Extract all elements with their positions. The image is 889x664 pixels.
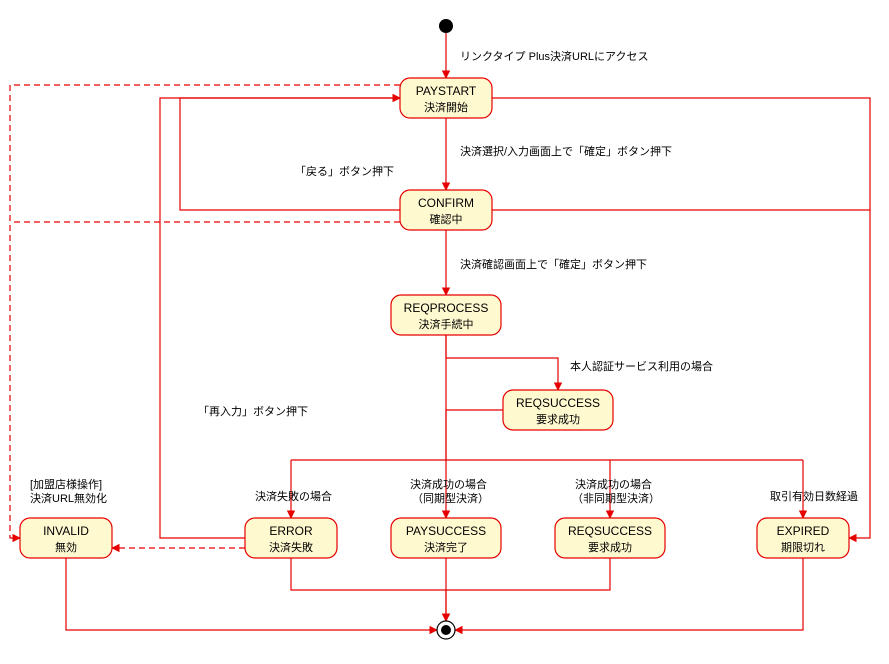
label-async: 決済成功の場合: [575, 477, 652, 491]
initial-node: [439, 19, 453, 33]
paysuccess-title: PAYSUCCESS: [406, 524, 486, 538]
expired-sub: 期限切れ: [781, 541, 825, 554]
confirm-title: CONFIRM: [418, 196, 474, 210]
reqprocess-title: REQPROCESS: [404, 301, 489, 315]
label-3ds: 本人認証サービス利用の場合: [570, 359, 713, 373]
state-reqsuccess-mid: REQSUCCESS 要求成功: [503, 390, 613, 430]
state-paysuccess: PAYSUCCESS 決済完了: [391, 518, 501, 558]
state-diagram: リンクタイプ Plus決済URLにアクセス 決済選択/入力画面上で「確定」ボタン…: [0, 0, 889, 664]
edge-paystart-expired: [492, 98, 870, 538]
label-sync-sub: （同期型決済）: [412, 491, 489, 505]
state-invalid: INVALID 無効: [20, 518, 112, 558]
edge-reqsuccess-final: [446, 558, 610, 590]
final-node: [437, 621, 455, 639]
label-sync: 決済成功の場合: [410, 477, 487, 491]
reqprocess-sub: 決済手続中: [419, 317, 474, 331]
state-confirm: CONFIRM 確認中: [400, 190, 492, 230]
reqsuccess-bot-sub: 要求成功: [588, 541, 632, 554]
edge-error-final: [291, 558, 446, 621]
state-reqprocess: REQPROCESS 決済手続中: [391, 295, 501, 335]
paystart-title: PAYSTART: [416, 84, 477, 98]
edge-error-paystart-reinput: [160, 98, 400, 538]
label-confirm-reqprocess: 決済確認画面上で「確定」ボタン押下: [460, 257, 647, 271]
state-reqsuccess-bot: REQSUCCESS 要求成功: [555, 518, 665, 558]
confirm-sub: 確認中: [430, 212, 463, 226]
label-invalidate-sub: 決済URL無効化: [30, 491, 107, 505]
state-error: ERROR 決済失敗: [245, 518, 337, 558]
paystart-sub: 決済開始: [424, 100, 468, 114]
reqsuccess-mid-title: REQSUCCESS: [516, 396, 600, 410]
paysuccess-sub: 決済完了: [424, 540, 468, 554]
invalid-title: INVALID: [43, 524, 89, 538]
edge-reqsuccess-merge: [446, 410, 503, 460]
expired-title: EXPIRED: [777, 524, 830, 538]
label-fail: 決済失敗の場合: [255, 489, 332, 503]
label-reinput: 「再入力」ボタン押下: [198, 404, 308, 418]
edge-confirm-paystart-back: [180, 98, 400, 210]
label-expired: 取引有効日数経過: [770, 489, 858, 503]
edge-paystart-invalid: [10, 85, 400, 538]
edge-invalid-final: [66, 558, 437, 630]
label-initial-paystart: リンクタイプ Plus決済URLにアクセス: [460, 49, 648, 63]
edge-expired-final: [455, 558, 803, 630]
error-title: ERROR: [269, 524, 313, 538]
state-paystart: PAYSTART 決済開始: [400, 78, 492, 118]
label-invalidate: [加盟店様操作]: [30, 477, 102, 491]
edge-reqprocess-reqsuccess-3ds: [446, 335, 558, 390]
label-async-sub: （非同期型決済）: [572, 491, 660, 505]
error-sub: 決済失敗: [269, 540, 313, 554]
state-expired: EXPIRED 期限切れ: [757, 518, 849, 558]
invalid-sub: 無効: [55, 540, 77, 554]
reqsuccess-bot-title: REQSUCCESS: [568, 524, 652, 538]
label-paystart-confirm: 決済選択/入力画面上で「確定」ボタン押下: [460, 144, 672, 158]
reqsuccess-mid-sub: 要求成功: [536, 413, 580, 426]
label-back: 「戻る」ボタン押下: [295, 164, 394, 178]
